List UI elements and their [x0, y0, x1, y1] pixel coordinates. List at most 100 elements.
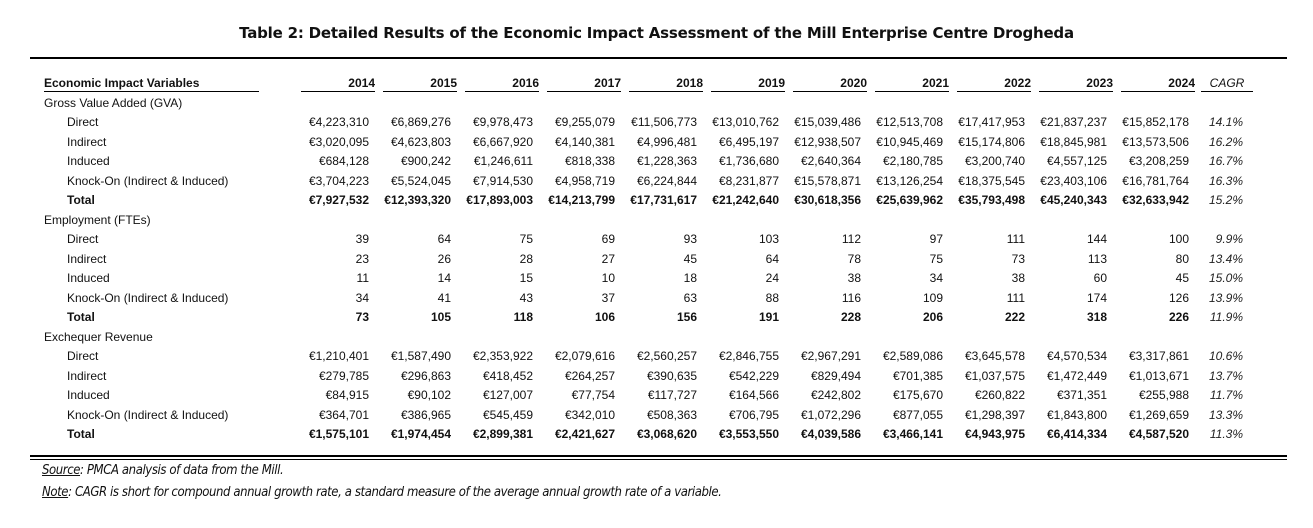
cell-value: €6,414,334	[1046, 427, 1107, 441]
cell-value: €1,974,454	[390, 427, 451, 441]
cell-value: €4,996,481	[636, 134, 697, 149]
cell-value: 106	[594, 310, 615, 324]
cell-value: 64	[437, 232, 451, 246]
cagr-value: 11.9%	[1209, 310, 1243, 324]
cell-value: €1,575,101	[308, 427, 369, 441]
cell-value: €25,639,962	[876, 193, 943, 207]
cell-value: €701,385	[892, 368, 943, 383]
cell-value: €3,020,095	[308, 134, 369, 149]
bottom-rule	[30, 455, 1287, 460]
row-label: Induced	[67, 388, 110, 402]
cell-value: 111	[1006, 232, 1025, 246]
cell-value: €2,899,381	[472, 427, 533, 441]
cell-value: 38	[1011, 271, 1025, 285]
total-row: Total 73 105 118 106 156 191 228 206 222 318 226 11.…	[34, 308, 1253, 328]
cell-value: €1,228,363	[636, 154, 697, 168]
cagr-value: 13.3%	[1208, 407, 1243, 422]
row-label: Direct	[67, 232, 99, 246]
cell-value: 88	[765, 290, 779, 305]
cagr-value: 16.3%	[1208, 173, 1243, 188]
cell-value: €2,967,291	[800, 349, 861, 363]
cagr-value: 11.7%	[1209, 388, 1243, 402]
cell-value: €4,140,381	[554, 134, 615, 149]
table-row: Indirect €279,785 €296,863 €418,452 €264,257…	[34, 367, 1253, 387]
table-row: Induced €684,128 €900,242 €1,246,611 €818,33…	[34, 152, 1253, 172]
section-label: Exchequer Revenue	[44, 329, 153, 344]
cell-value: €2,589,086	[882, 349, 943, 363]
cell-value: €3,645,578	[964, 349, 1025, 363]
cell-value: €30,618,356	[794, 193, 861, 207]
cell-value: €1,210,401	[308, 349, 369, 363]
cell-value: €13,010,762	[712, 115, 779, 129]
cell-value: €12,513,708	[876, 115, 943, 129]
cell-value: €15,039,486	[794, 115, 861, 129]
row-label: Induced	[67, 154, 110, 168]
cagr-value: 15.2%	[1208, 193, 1243, 207]
cell-value: 97	[929, 232, 943, 246]
section-label: Employment (FTEs)	[44, 212, 151, 227]
cell-value: €6,495,197	[718, 134, 779, 149]
cell-value: 111	[1006, 290, 1025, 305]
cell-value: €90,102	[407, 388, 451, 402]
cell-value: €45,240,343	[1040, 193, 1107, 207]
table-row: Induced €84,915 €90,102 €127,007 €77,754 €117…	[34, 386, 1253, 406]
cell-value: 73	[355, 310, 369, 324]
cell-value: 113	[1087, 251, 1107, 266]
cell-value: 222	[1004, 310, 1025, 324]
column-header-year: 2014	[293, 73, 375, 94]
cell-value: 45	[683, 251, 697, 266]
cell-value: €13,126,254	[876, 173, 943, 188]
cell-value: €1,298,397	[964, 407, 1025, 422]
cell-value: 156	[676, 310, 697, 324]
cell-value: €18,845,981	[1040, 134, 1107, 149]
cell-value: €6,869,276	[390, 115, 451, 129]
cell-value: €12,393,320	[384, 193, 451, 207]
cell-value: €1,587,490	[390, 349, 451, 363]
cell-value: €4,623,803	[390, 134, 451, 149]
cell-value: €545,459	[482, 407, 533, 422]
column-header-year: 2015	[375, 73, 457, 94]
footnotes: Source: PMCA analysis of data from the M…	[42, 460, 722, 504]
row-label: Knock-On (Indirect & Induced)	[67, 407, 229, 422]
cell-value: €3,208,259	[1128, 154, 1189, 168]
row-label: Indirect	[67, 134, 107, 149]
cell-value: 43	[519, 290, 533, 305]
cell-value: €2,560,257	[636, 349, 697, 363]
cell-value: €4,223,310	[308, 115, 369, 129]
cell-value: 105	[430, 310, 451, 324]
cagr-value: 13.7%	[1208, 368, 1243, 383]
cell-value: 24	[765, 271, 779, 285]
cell-value: €1,013,671	[1128, 368, 1189, 383]
cell-value: €127,007	[482, 388, 533, 402]
cell-value: 34	[929, 271, 943, 285]
cell-value: €418,452	[482, 368, 533, 383]
section-header-row: Employment (FTEs)	[34, 211, 1253, 231]
cell-value: 64	[765, 251, 779, 266]
cell-value: €1,072,296	[800, 407, 861, 422]
cagr-note: Note: CAGR is short for compound annual …	[42, 482, 722, 504]
total-row: Total €1,575,101 €1,974,454 €2,899,381 €2,42…	[34, 425, 1253, 445]
cell-value: €10,945,469	[876, 134, 943, 149]
cell-value: €23,403,106	[1040, 173, 1107, 188]
section-label: Gross Value Added (GVA)	[44, 95, 183, 110]
table-row: Knock-On (Indirect & Induced) €364,701 €38…	[34, 406, 1253, 426]
cell-value: €5,524,045	[390, 173, 451, 188]
cell-value: 75	[929, 251, 943, 266]
cell-value: 18	[683, 271, 697, 285]
cell-value: €7,914,530	[472, 173, 533, 188]
cell-value: €818,338	[564, 154, 615, 168]
cell-value: €14,213,799	[548, 193, 615, 207]
cell-value: €2,640,364	[800, 154, 861, 168]
table-row: Indirect €3,020,095 €4,623,803 €6,667,920 €4…	[34, 133, 1253, 153]
cell-value: €371,351	[1056, 388, 1107, 402]
cell-value: €279,785	[318, 368, 369, 383]
cell-value: 93	[683, 232, 697, 246]
cell-value: €7,927,532	[308, 193, 369, 207]
cell-value: 126	[1168, 290, 1189, 305]
cell-value: €386,965	[400, 407, 451, 422]
cell-value: 23	[355, 251, 369, 266]
row-label: Induced	[67, 271, 110, 285]
row-label: Total	[67, 193, 95, 207]
column-header-year: 2017	[539, 73, 621, 94]
cell-value: €242,802	[810, 388, 861, 402]
